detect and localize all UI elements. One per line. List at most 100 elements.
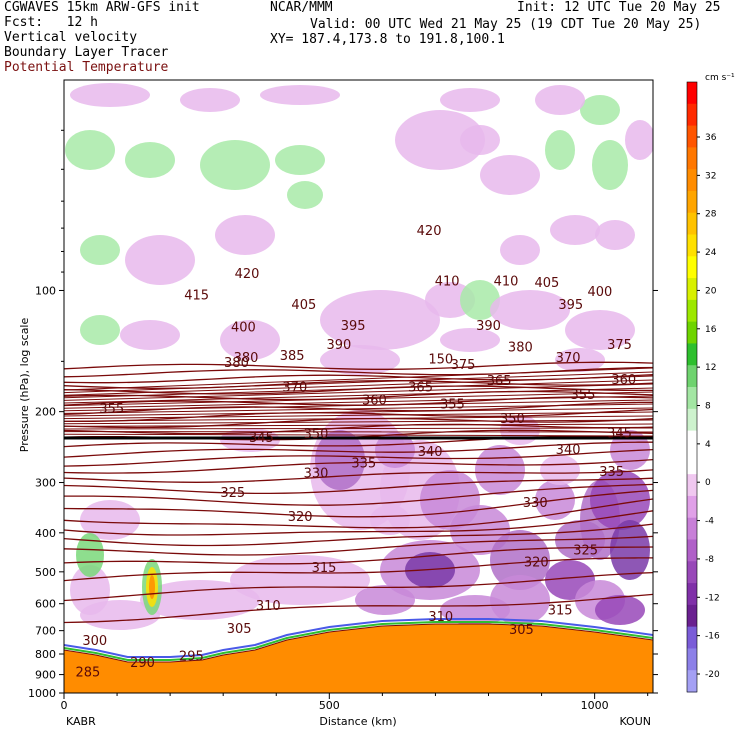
isentrope-line: [64, 387, 653, 404]
isentrope-label: 390: [326, 338, 351, 353]
isentrope-line: [64, 371, 653, 394]
x-axis: 0 500 1000: [61, 693, 649, 712]
colorbar-swatch: [687, 343, 697, 366]
colorbar-swatch: [687, 495, 697, 519]
colorbar-swatch: [687, 103, 697, 127]
isentrope-label: 375: [607, 338, 632, 353]
isentrope-line: [64, 375, 653, 396]
field-patch: [595, 595, 645, 625]
field-patch: [490, 290, 570, 330]
terrain: [64, 623, 653, 693]
y-tick-label: 700: [35, 625, 56, 638]
x-axis-label: Distance (km): [319, 715, 396, 728]
colorbar-swatch: [687, 82, 697, 105]
colorbar-swatch: [687, 452, 697, 475]
isentrope-line: [64, 477, 653, 495]
isentrope-line: [64, 483, 653, 506]
isentrope-line: [64, 390, 653, 401]
isentrope-line: [64, 427, 653, 430]
field-patch: [65, 130, 115, 170]
isentrope-label: 400: [231, 320, 256, 335]
isentrope-label: 360: [362, 394, 387, 409]
colorbar-swatch: [687, 670, 697, 693]
field-patch: [200, 140, 270, 190]
header-valid-block: Valid: 00 UTC Wed 21 May 25 (19 CDT Tue …: [270, 17, 702, 47]
colorbar-swatch: [687, 125, 697, 148]
field-vertical-velocity: Vertical velocity: [4, 30, 138, 45]
isentrope-labels: 420 420 415 410 410 405 405 400 400 395 395 390 390 3…: [75, 224, 636, 681]
colorbar-units: cm s⁻¹: [705, 73, 735, 83]
y-tick-label: 400: [35, 527, 56, 540]
field-patch: [535, 85, 585, 115]
isentrope-label: 355: [440, 397, 465, 412]
isentrope-label: 395: [341, 319, 366, 334]
field-patch: [120, 320, 180, 350]
colorbar-label: -8: [705, 555, 714, 565]
isentrope-label: 370: [556, 351, 581, 366]
isentrope-line: [64, 395, 653, 409]
y-tick-label: 200: [35, 406, 56, 419]
isentrope-line: [64, 593, 653, 624]
colorbar-label: 0: [705, 478, 711, 488]
isentrope-label: 405: [291, 298, 316, 313]
isentrope-label: 350: [304, 427, 329, 442]
isentrope-label: 315: [312, 561, 337, 576]
colorbar-frame: [686, 81, 698, 693]
colorbar-label: 20: [705, 286, 717, 296]
init-time: Init: 12 UTC Tue 20 May 25: [517, 0, 721, 15]
field-patch: [220, 320, 280, 360]
terrain-edge-tracer-blue: [64, 618, 653, 658]
field-patch: [540, 455, 580, 485]
isentrope-label: 335: [351, 456, 376, 471]
isentrope-label: 300: [82, 634, 107, 649]
isentrope-line: [64, 535, 653, 556]
y-tick-label: 800: [35, 648, 56, 661]
isentrope-label: 295: [179, 650, 204, 665]
colorbar-label: 16: [705, 325, 717, 335]
y-axis-label: Pressure (hPa), log scale: [18, 318, 31, 453]
field-patch: [80, 235, 120, 265]
colorbar-swatch: [687, 583, 697, 606]
field-patch: [320, 345, 400, 375]
isentrope-line: [64, 469, 653, 483]
field-patch: [215, 215, 275, 255]
isentrope-label: 420: [417, 224, 442, 239]
field-patch: [80, 315, 120, 345]
colorbar-swatch: [687, 539, 697, 562]
isentrope-label: 310: [428, 610, 453, 625]
colorbar-label: 4: [705, 440, 711, 450]
field-patch: [545, 130, 575, 170]
isentrope-label: 340: [556, 443, 581, 458]
isentrope-line: [64, 379, 653, 399]
field-boundary-layer-tracer: Boundary Layer Tracer: [4, 45, 169, 60]
isentrope-label: 415: [184, 288, 209, 303]
isentrope-label: 345: [249, 431, 274, 446]
fcst-label: Fcst:: [4, 15, 44, 30]
colorbar-swatch: [687, 365, 697, 388]
field-patch: [320, 290, 440, 350]
colorbar-swatch: [687, 648, 697, 671]
field-patch: [80, 500, 140, 540]
field-patch: [287, 181, 323, 209]
field-patch: [395, 110, 485, 170]
isentrope-label: 320: [288, 510, 313, 525]
field-patch: [140, 580, 260, 620]
field-patch: [149, 575, 155, 599]
field-potential-temperature: Potential Temperature: [4, 60, 169, 75]
isentrope-line: [64, 489, 653, 518]
field-patch: [565, 310, 635, 350]
field-patch: [595, 220, 635, 250]
isentrope-label: 310: [256, 599, 281, 614]
field-patch: [550, 215, 600, 245]
isentrope-label: 320: [524, 555, 549, 570]
field-patch: [475, 445, 525, 495]
isentrope-label: 370: [282, 380, 307, 395]
isentrope-label: 150: [428, 352, 453, 367]
colorbar-swatch: [687, 408, 697, 432]
colorbar-label: 36: [705, 133, 717, 143]
isentrope-line: [64, 546, 653, 565]
field-patch: [460, 125, 500, 155]
valid-time: Valid: 00 UTC Wed 21 May 25 (19 CDT Tue …: [310, 17, 702, 32]
isentrope-label: 390: [476, 319, 501, 334]
field-patch: [490, 530, 550, 590]
